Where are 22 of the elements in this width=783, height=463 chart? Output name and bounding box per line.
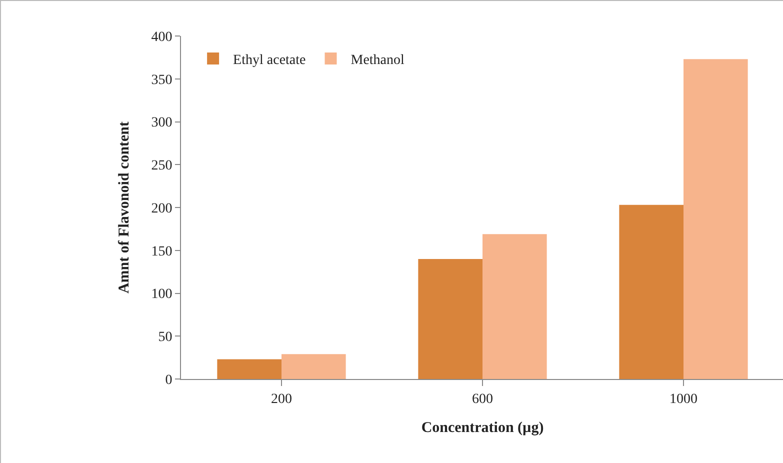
y-tick-label: 100 [151,287,172,302]
bar [619,204,684,379]
y-tick-label: 200 [151,201,172,216]
y-tick-label: 250 [151,158,172,174]
bar [482,234,547,379]
y-tick-label: 150 [151,244,172,260]
x-tick-label: 200 [271,392,292,407]
x-tick-label: 1000 [670,392,698,407]
legend-label: Methanol [350,52,405,68]
y-tick-label: 350 [151,72,172,88]
x-axis-title: Concentration (µg) [421,420,544,436]
bar [217,359,282,379]
bar [684,59,748,379]
legend-label: Ethyl acetate [233,52,306,68]
y-tick-label: 400 [151,30,172,45]
y-tick-label: 50 [158,330,172,346]
bar [418,258,482,379]
x-tick-label: 600 [472,392,493,407]
bar [282,354,346,379]
y-tick-label: 0 [165,372,172,388]
y-tick-label: 300 [151,116,172,131]
y-axis-title: Amnt of Flavonoid content [116,121,132,294]
